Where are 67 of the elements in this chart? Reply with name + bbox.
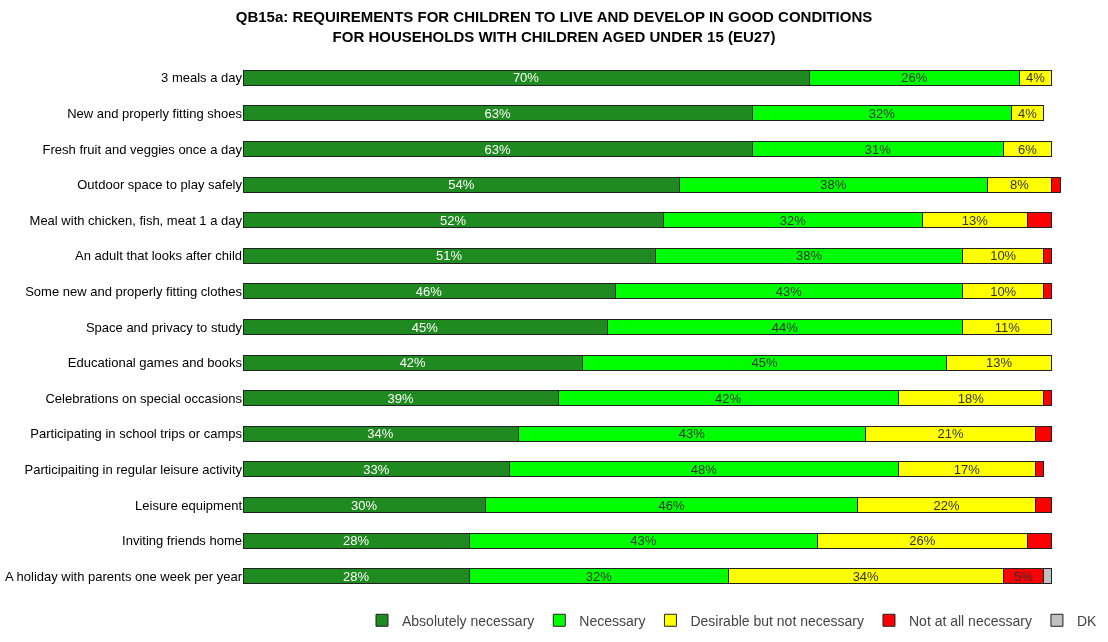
y-tick-label: Participating in school trips or camps — [30, 426, 243, 442]
data-label: 38% — [796, 248, 823, 264]
y-tick-label: New and properly fitting shoes — [67, 105, 243, 121]
data-label: 51% — [436, 248, 463, 264]
y-tick-label: Outdoor space to play safely — [77, 177, 243, 193]
data-label: 63% — [484, 141, 512, 157]
data-label: 17% — [953, 461, 981, 477]
data-label: 30% — [351, 497, 378, 513]
y-tick-label: Some new and properly fitting clothes — [25, 283, 243, 299]
data-label: 45% — [411, 319, 439, 335]
data-label: 13% — [961, 212, 989, 228]
data-label: 33% — [363, 461, 390, 477]
data-label: 43% — [630, 533, 657, 549]
data-label: 34% — [852, 568, 880, 584]
data-label: 10% — [990, 248, 1017, 264]
data-label: 31% — [864, 141, 892, 157]
y-tick-label: 3 meals a day — [161, 70, 243, 86]
data-label: 70% — [512, 70, 540, 86]
y-tick-label: Leisure equipment — [135, 497, 243, 513]
data-label: 34% — [367, 426, 394, 442]
data-label: 10% — [990, 283, 1017, 299]
data-label: 46% — [415, 283, 443, 299]
legend-label: Desirable but not necessary — [690, 612, 864, 629]
legend-label: Absolutely necessary — [402, 612, 535, 629]
data-label: 43% — [775, 283, 803, 299]
y-tick-label: A holiday with parents one week per year — [4, 568, 243, 584]
data-label: 13% — [986, 355, 1013, 371]
data-label: 32% — [585, 568, 613, 584]
data-label: 28% — [343, 568, 370, 584]
data-label: 28% — [343, 533, 370, 549]
data-label: 46% — [658, 497, 685, 513]
y-tick-label: Inviting friends home — [122, 533, 242, 549]
data-label: 48% — [690, 461, 718, 477]
data-label: 54% — [448, 177, 475, 193]
data-label: 39% — [387, 390, 414, 406]
data-label: 5% — [1013, 568, 1034, 584]
data-label: 42% — [399, 355, 427, 371]
data-label: 26% — [901, 70, 928, 86]
data-label: 6% — [1018, 141, 1038, 157]
y-tick-label: Celebrations on special occasions — [45, 390, 243, 406]
data-label: 45% — [751, 355, 778, 371]
y-tick-label: An adult that looks after child — [75, 248, 242, 264]
legend-label: Not at all necessary — [908, 612, 1032, 629]
data-label: 44% — [771, 319, 799, 335]
data-label: 22% — [933, 497, 960, 513]
data-label: 18% — [957, 390, 985, 406]
data-label: 32% — [779, 212, 807, 228]
data-label: 32% — [868, 105, 896, 121]
data-label: 26% — [909, 533, 936, 549]
y-tick-label: Meal with chicken, fish, meat 1 a day — [29, 212, 243, 228]
data-label: 43% — [678, 426, 706, 442]
y-tick-label: Educational games and books — [67, 355, 243, 371]
legend-label: DK — [1076, 612, 1098, 629]
data-label: 4% — [1026, 70, 1046, 86]
data-label: 42% — [715, 390, 742, 406]
data-label: 11% — [994, 319, 1021, 335]
data-label: 38% — [820, 177, 847, 193]
y-tick-label: Fresh fruit and veggies once a day — [42, 141, 243, 157]
legend-label: Necessary — [579, 612, 646, 629]
chart-title: QB15a: REQUIREMENTS FOR CHILDREN TO LIVE AND DEVELOP IN GOOD CONDITIONS FOR HOUSEHOLDS WITH CHILDREN AGED UNDER 15 (EU27) — [235, 8, 873, 45]
y-tick-label: Participaiting in regular leisure activity — [24, 461, 243, 477]
data-label: 52% — [440, 212, 467, 228]
data-label: 63% — [484, 105, 512, 121]
y-tick-label: Space and privacy to study — [85, 319, 243, 335]
data-label: 4% — [1018, 105, 1038, 121]
data-label: 8% — [1009, 177, 1030, 193]
data-label: 21% — [937, 426, 965, 442]
